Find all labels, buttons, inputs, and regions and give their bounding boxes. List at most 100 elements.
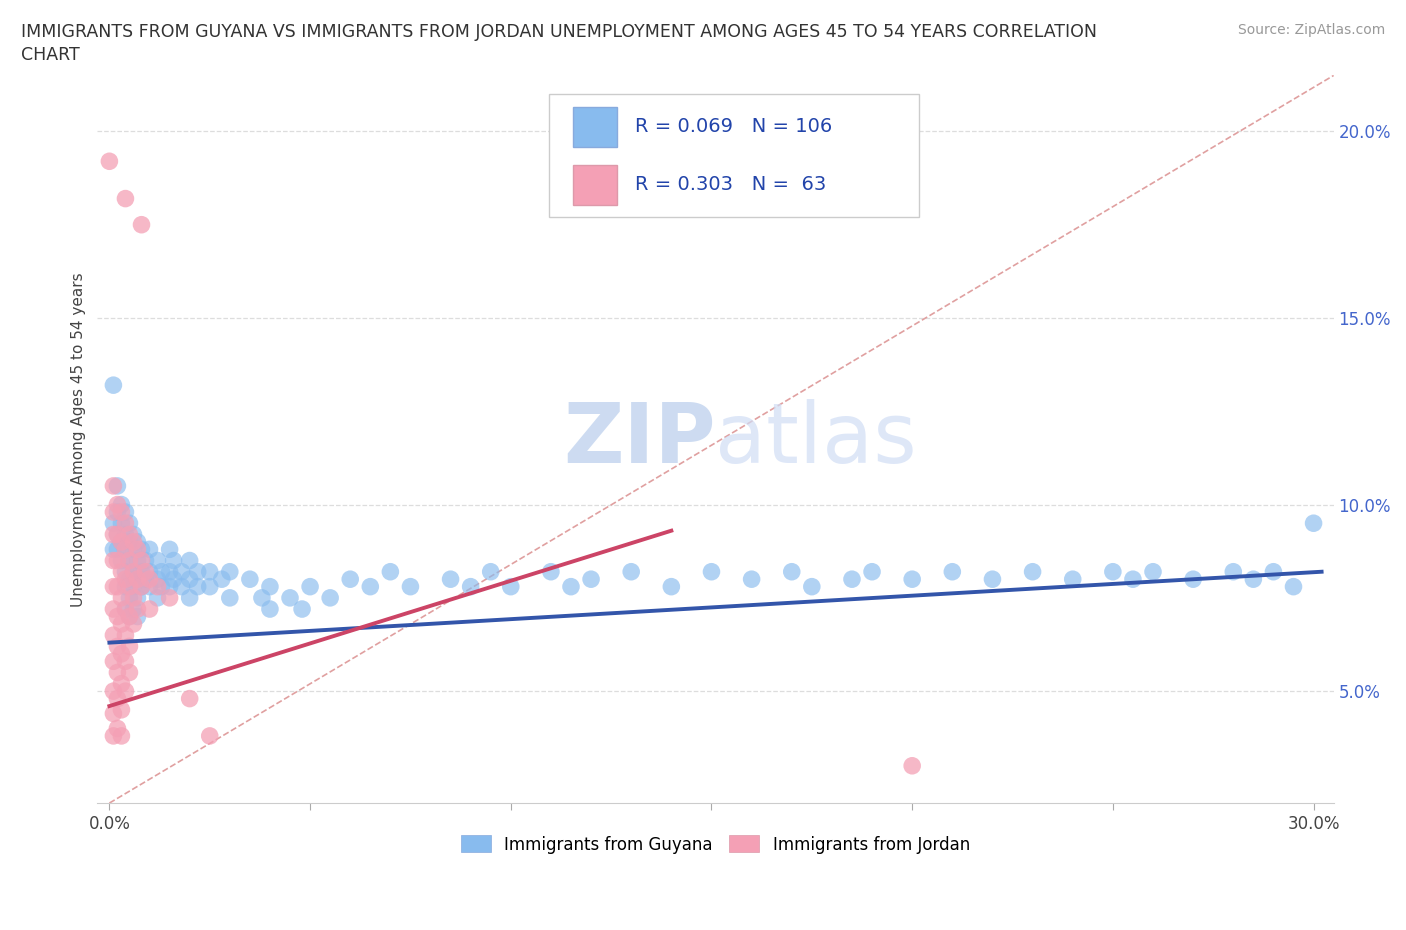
Point — [118, 527, 141, 542]
Point — [103, 516, 125, 531]
Point — [198, 728, 221, 743]
Point — [107, 553, 129, 568]
Point — [170, 565, 193, 579]
Point — [901, 758, 924, 773]
Point — [103, 542, 125, 557]
Point — [110, 535, 132, 550]
Text: atlas: atlas — [716, 399, 917, 480]
Point — [118, 553, 141, 568]
Point — [127, 553, 149, 568]
Point — [159, 591, 181, 605]
Point — [114, 579, 136, 594]
Point — [179, 591, 201, 605]
Point — [118, 639, 141, 654]
Point — [103, 706, 125, 721]
Point — [107, 579, 129, 594]
Point — [278, 591, 301, 605]
Text: R = 0.303   N =  63: R = 0.303 N = 63 — [636, 175, 827, 194]
Point — [146, 553, 169, 568]
Point — [131, 542, 153, 557]
Point — [319, 591, 342, 605]
Point — [146, 591, 169, 605]
Point — [127, 572, 149, 587]
Point — [1102, 565, 1125, 579]
Point — [114, 684, 136, 698]
Point — [98, 153, 121, 168]
Point — [103, 579, 125, 594]
Point — [1222, 565, 1244, 579]
Point — [1142, 565, 1164, 579]
Point — [800, 579, 823, 594]
Point — [620, 565, 643, 579]
Point — [941, 565, 963, 579]
Text: IMMIGRANTS FROM GUYANA VS IMMIGRANTS FROM JORDAN UNEMPLOYMENT AMONG AGES 45 TO 5: IMMIGRANTS FROM GUYANA VS IMMIGRANTS FRO… — [21, 23, 1097, 41]
Point — [107, 527, 129, 542]
Point — [138, 572, 160, 587]
Point — [138, 602, 160, 617]
Point — [122, 617, 145, 631]
Point — [103, 728, 125, 743]
Point — [118, 579, 141, 594]
Point — [218, 565, 240, 579]
Point — [460, 579, 482, 594]
Point — [138, 565, 160, 579]
Point — [146, 579, 169, 594]
Bar — [574, 107, 617, 147]
Point — [110, 505, 132, 520]
Point — [159, 579, 181, 594]
Point — [259, 579, 281, 594]
Point — [114, 602, 136, 617]
Point — [179, 691, 201, 706]
Point — [107, 665, 129, 680]
Point — [134, 553, 156, 568]
Point — [114, 565, 136, 579]
Point — [1282, 579, 1305, 594]
Point — [131, 218, 153, 232]
Point — [110, 591, 132, 605]
Point — [107, 691, 129, 706]
Point — [1302, 516, 1324, 531]
Point — [114, 505, 136, 520]
Text: ZIP: ZIP — [562, 399, 716, 480]
Point — [107, 639, 129, 654]
Point — [741, 572, 763, 587]
Point — [110, 702, 132, 717]
Point — [103, 628, 125, 643]
Point — [134, 572, 156, 587]
Point — [114, 542, 136, 557]
Point — [114, 602, 136, 617]
Point — [110, 617, 132, 631]
Point — [399, 579, 422, 594]
Point — [114, 192, 136, 206]
Point — [122, 565, 145, 579]
Point — [291, 602, 314, 617]
Point — [103, 684, 125, 698]
Point — [103, 602, 125, 617]
Point — [110, 646, 132, 661]
Point — [981, 572, 1004, 587]
Point — [179, 572, 201, 587]
Point — [122, 591, 145, 605]
Point — [198, 579, 221, 594]
Point — [439, 572, 461, 587]
Point — [122, 542, 145, 557]
Point — [150, 565, 173, 579]
Point — [122, 535, 145, 550]
Point — [499, 579, 522, 594]
Point — [114, 628, 136, 643]
Point — [187, 565, 209, 579]
Point — [1122, 572, 1144, 587]
Point — [107, 498, 129, 512]
Point — [131, 579, 153, 594]
Point — [110, 498, 132, 512]
Point — [103, 478, 125, 493]
Point — [122, 527, 145, 542]
Point — [127, 542, 149, 557]
Point — [179, 553, 201, 568]
Point — [901, 572, 924, 587]
Text: R = 0.069   N = 106: R = 0.069 N = 106 — [636, 117, 832, 136]
Legend: Immigrants from Guyana, Immigrants from Jordan: Immigrants from Guyana, Immigrants from … — [454, 829, 977, 860]
Point — [114, 654, 136, 669]
Point — [560, 579, 582, 594]
Point — [127, 591, 149, 605]
